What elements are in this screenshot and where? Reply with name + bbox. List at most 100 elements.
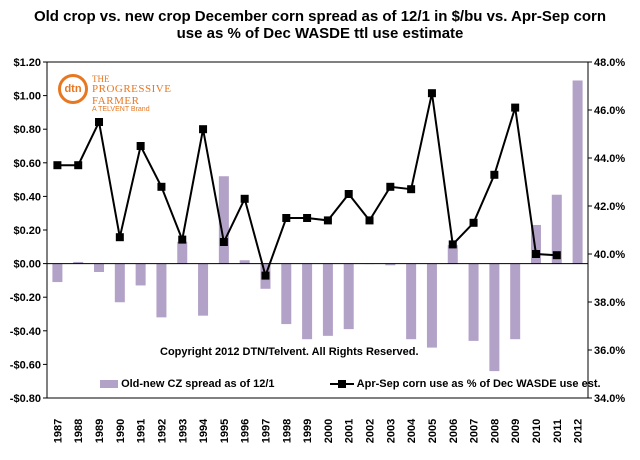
- bar-1990: [114, 263, 125, 303]
- line-point-1992: [157, 182, 166, 191]
- bar-2000: [322, 263, 333, 336]
- y-right-tick-label: 44.0%: [594, 153, 625, 165]
- dtn-logo-line4: A TELVENT Brand: [92, 106, 150, 113]
- x-tick-label: 2006: [448, 419, 460, 443]
- x-tick-label: 1988: [73, 419, 85, 443]
- line-point-2002: [365, 216, 374, 225]
- y-left-tick-label: -$0.60: [10, 359, 41, 371]
- x-tick-label: 2010: [531, 419, 543, 443]
- y-right-tick-label: 46.0%: [594, 105, 625, 117]
- y-left-tick-label: $1.20: [13, 57, 41, 69]
- line-point-1998: [282, 214, 291, 222]
- y-right-tick-label: 38.0%: [594, 297, 625, 309]
- bar-2001: [343, 263, 354, 330]
- bar-1994: [198, 263, 209, 316]
- chart-title-line1: Old crop vs. new crop December corn spre…: [33, 8, 607, 25]
- line-point-2008: [490, 170, 499, 179]
- x-tick-label: 1992: [156, 419, 168, 443]
- line-point-1989: [95, 118, 104, 126]
- line-point-2010: [531, 250, 540, 258]
- bar-2009: [510, 263, 521, 340]
- y-left-tick-label: $0.80: [13, 124, 41, 136]
- y-left-tick-label: $0.40: [13, 191, 41, 203]
- y-left-tick-label: $0.20: [13, 225, 41, 237]
- x-tick-label: 1994: [198, 418, 210, 443]
- line-point-1991: [136, 142, 145, 150]
- line-point-1987: [53, 161, 62, 170]
- x-tick-label: 2004: [406, 418, 418, 443]
- chart-title: Old crop vs. new crop December corn spre…: [0, 8, 640, 42]
- y-right-tick-label: 40.0%: [594, 249, 625, 261]
- legend-bar-swatch: [100, 380, 118, 389]
- bar-2004: [406, 263, 417, 340]
- bar-2008: [489, 263, 500, 372]
- x-tick-label: 2012: [573, 419, 585, 443]
- y-right-tick-label: 36.0%: [594, 345, 625, 357]
- x-tick-label: 1998: [281, 419, 293, 443]
- bar-2005: [426, 263, 437, 348]
- y-left-tick-label: $0.00: [13, 259, 41, 271]
- y-left-tick-label: -$0.80: [10, 393, 41, 405]
- x-tick-label: 1987: [52, 419, 64, 443]
- line-point-1994: [199, 125, 208, 134]
- bar-1993: [177, 241, 188, 264]
- bar-2012: [572, 80, 583, 264]
- chart-title-line2: use as % of Dec WASDE ttl use estimate: [176, 25, 464, 42]
- legend-line-swatch: [330, 380, 354, 389]
- y-right-tick-label: 42.0%: [594, 201, 625, 213]
- x-tick-label: 2003: [385, 419, 397, 443]
- y-right-tick-label: 48.0%: [594, 57, 625, 69]
- y-left-tick-label: $1.00: [13, 91, 41, 103]
- line-point-2007: [469, 218, 478, 227]
- x-tick-label: 2000: [323, 419, 335, 443]
- bar-1992: [156, 263, 167, 318]
- bar-2003: [385, 263, 396, 266]
- copyright-notice: Copyright 2012 DTN/Telvent. All Rights R…: [160, 346, 419, 358]
- line-point-2003: [386, 182, 395, 191]
- line-series-path: [57, 92, 557, 279]
- line-point-1996: [240, 194, 249, 203]
- bar-1987: [52, 263, 63, 283]
- x-tick-label: 1990: [115, 419, 127, 443]
- x-tick-label: 2008: [489, 419, 501, 443]
- bar-2010: [530, 224, 541, 264]
- line-point-2000: [323, 216, 332, 225]
- line-point-1993: [178, 235, 187, 244]
- x-tick-label: 1995: [219, 419, 231, 443]
- y-left-tick-label: $0.60: [13, 158, 41, 170]
- bar-2011: [551, 194, 562, 264]
- x-tick-label: 2011: [552, 419, 564, 443]
- x-tick-label: 1993: [177, 419, 189, 443]
- bar-1988: [73, 261, 84, 264]
- x-tick-label: 1989: [94, 419, 106, 443]
- line-point-1988: [74, 161, 83, 170]
- x-tick-label: 1997: [260, 419, 272, 443]
- dtn-logo-mark: dtn: [58, 74, 88, 104]
- line-point-1990: [115, 233, 124, 242]
- line-point-2011: [552, 251, 561, 260]
- line-point-2005: [427, 89, 436, 98]
- x-tick-label: 1991: [136, 419, 148, 443]
- x-tick-label: 2009: [510, 419, 522, 443]
- legend-line-label: Apr-Sep corn use as % of Dec WASDE use e…: [356, 378, 601, 390]
- legend-line-entry: Apr-Sep corn use as % of Dec WASDE use e…: [330, 378, 601, 390]
- line-point-1999: [303, 214, 312, 222]
- line-point-1997: [261, 271, 270, 280]
- bar-1995: [218, 176, 229, 264]
- dtn-logo: dtn THE PROGRESSIVE FARMER A TELVENT Bra…: [58, 74, 171, 113]
- x-tick-label: 2001: [344, 419, 356, 443]
- x-tick-label: 2002: [365, 419, 377, 443]
- x-tick-label: 1996: [240, 419, 252, 443]
- bar-1996: [239, 260, 250, 264]
- x-tick-label: 2007: [469, 419, 481, 443]
- bar-1991: [135, 263, 146, 286]
- y-right-tick-label: 34.0%: [594, 393, 625, 405]
- bar-1999: [302, 263, 313, 340]
- dtn-logo-line3: FARMER: [92, 95, 140, 107]
- line-point-2006: [448, 240, 457, 249]
- y-left-tick-label: -$0.40: [10, 326, 41, 338]
- dtn-logo-line2: PROGRESSIVE: [92, 83, 172, 95]
- x-tick-label: 1999: [302, 419, 314, 443]
- y-left-tick-label: -$0.20: [10, 292, 41, 304]
